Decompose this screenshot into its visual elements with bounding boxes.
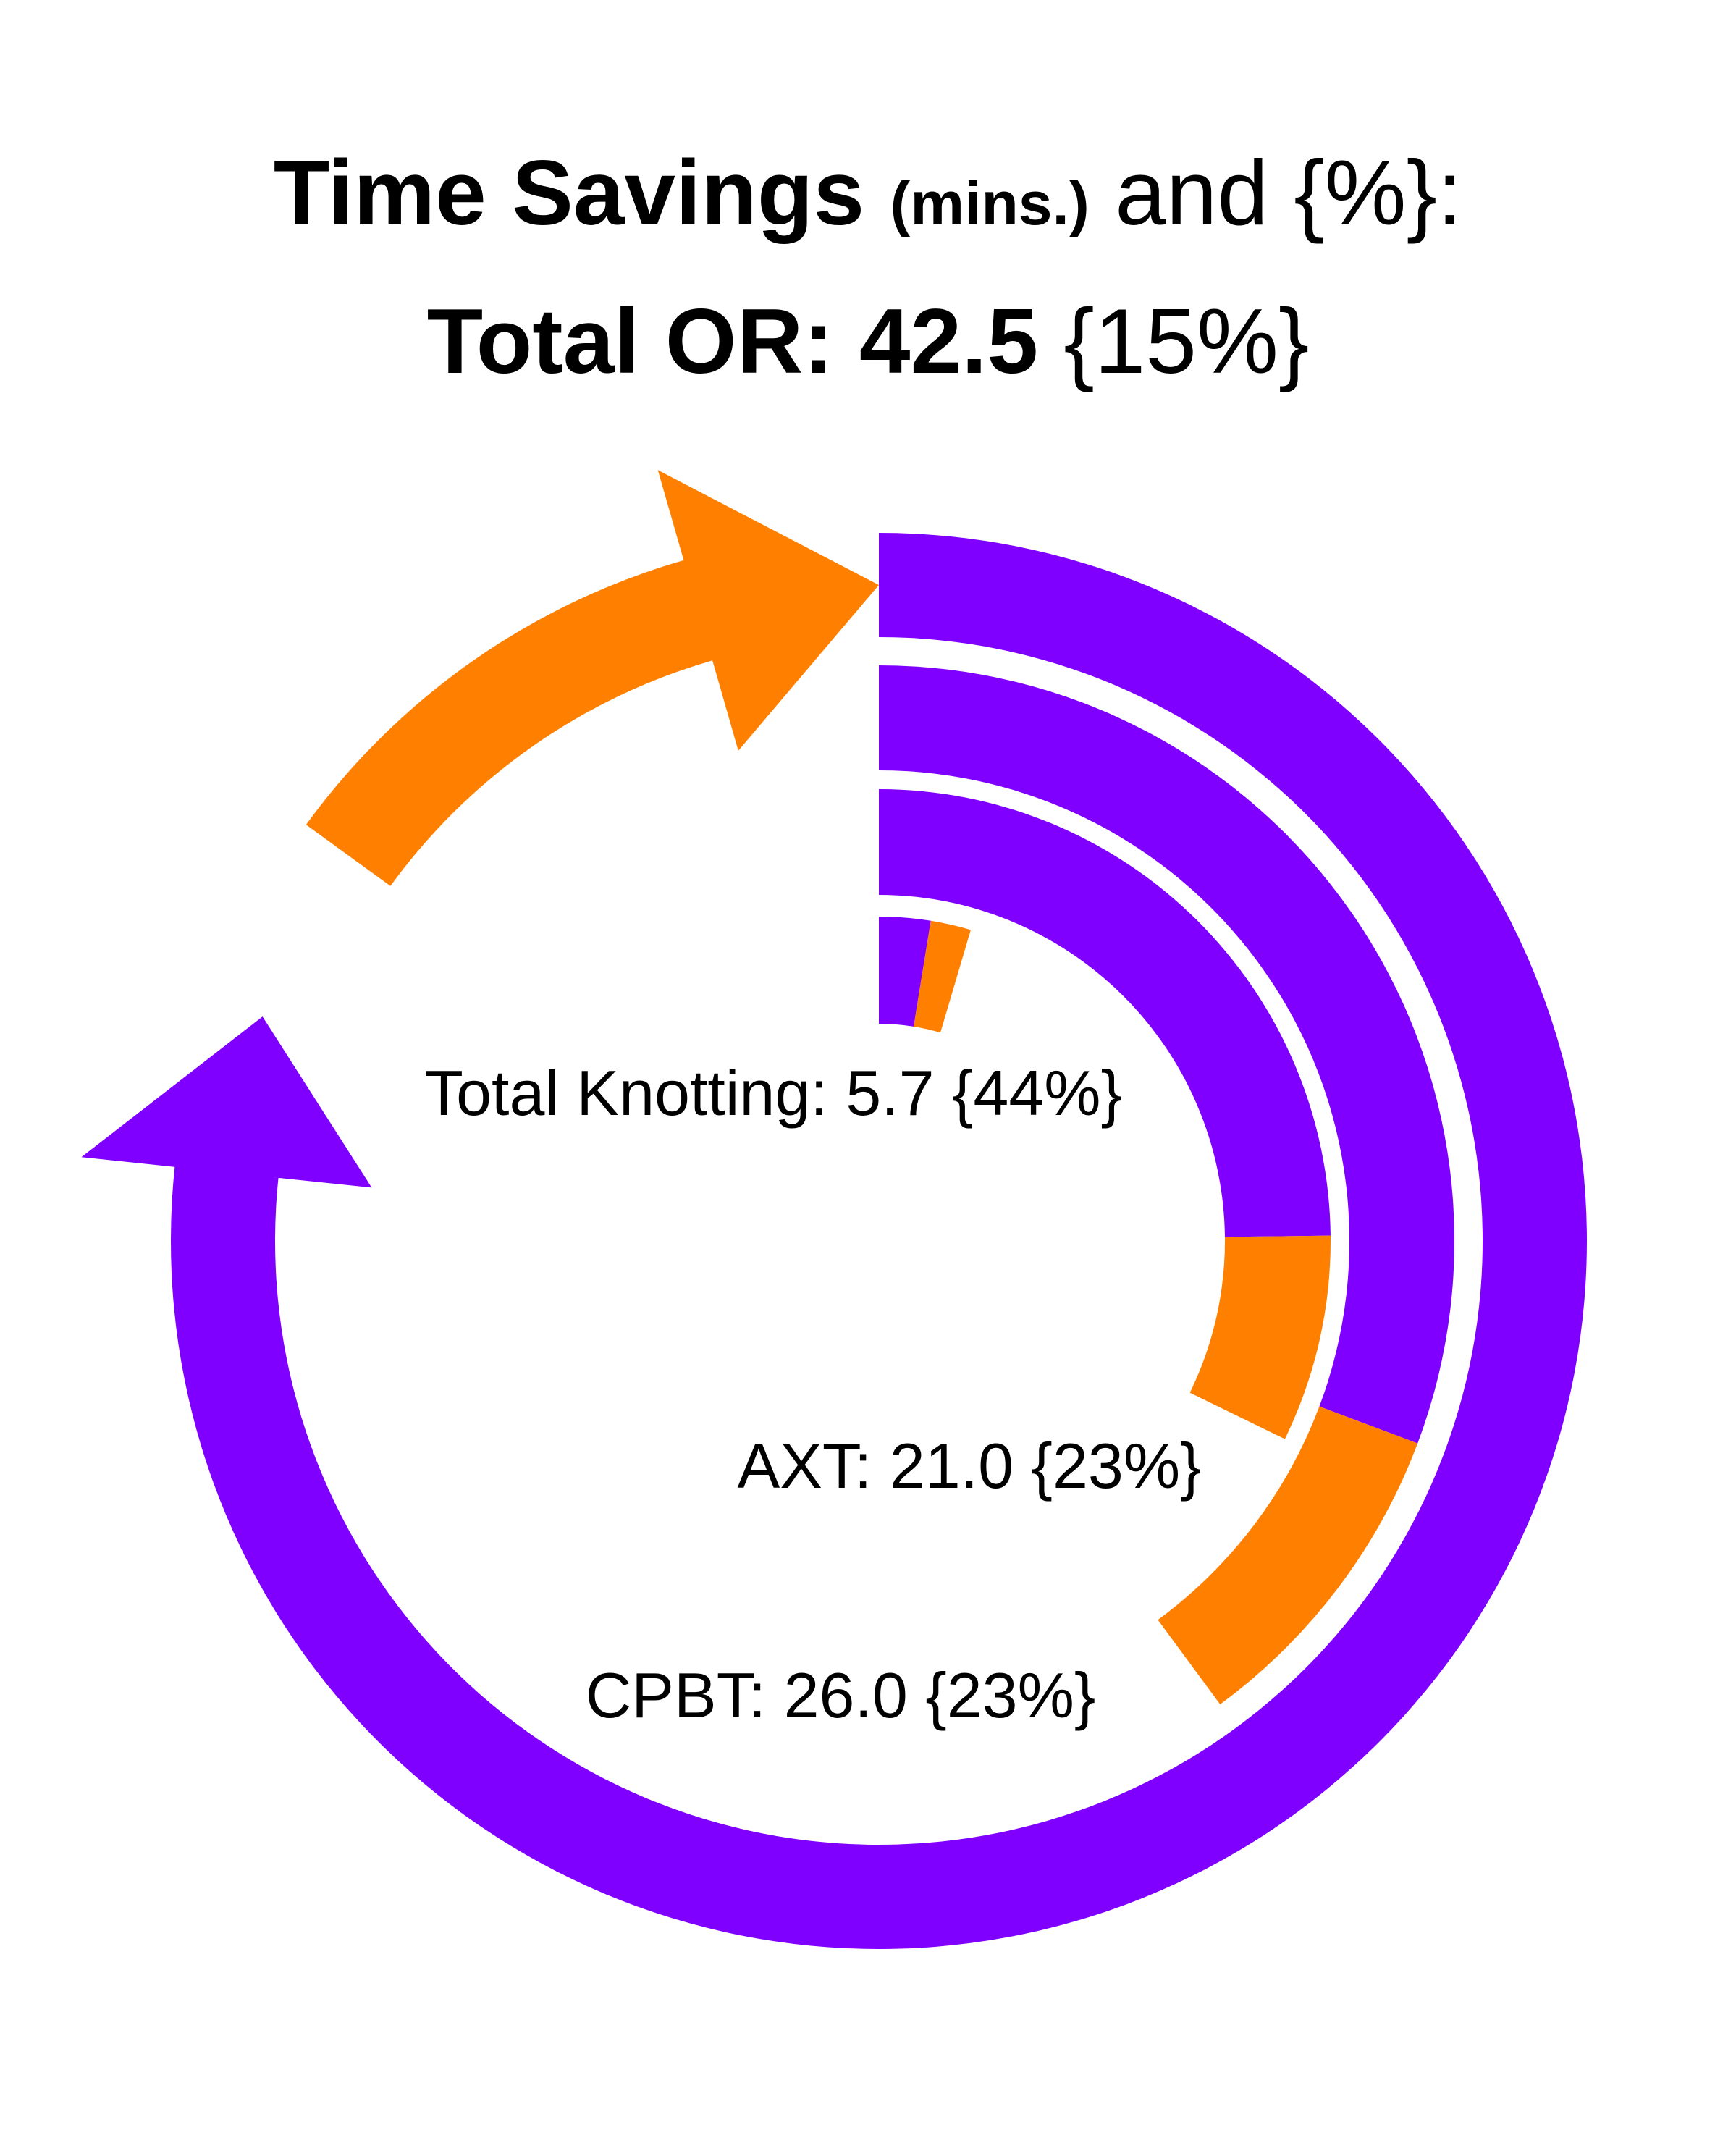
percent-label: {23%}: [1032, 1430, 1202, 1502]
value-label: 26.0: [784, 1659, 908, 1731]
category-label: Total OR:: [427, 290, 834, 392]
base-arc: [879, 665, 1454, 1444]
ring-label: Total OR: 42.5 {15%}: [427, 290, 1310, 392]
percent-label: {23%}: [925, 1659, 1095, 1731]
base-arc: [879, 789, 1331, 1237]
chart-title: Time Savings (mins.) and {%}:: [274, 141, 1463, 244]
base-arc: [879, 917, 931, 1027]
ring-label: Total Knotting: 5.7 {44%}: [424, 1057, 1122, 1129]
ring-label: AXT: 21.0 {23%}: [738, 1430, 1202, 1502]
savings-arc: [1189, 1235, 1331, 1439]
value-label: 21.0: [890, 1430, 1014, 1502]
savings-arc: [1158, 1406, 1418, 1705]
savings-arc: [306, 470, 879, 886]
title-suffix: and {%}:: [1115, 141, 1462, 244]
category-label: Total Knotting:: [424, 1057, 828, 1129]
rings: [81, 470, 1588, 1949]
savings-arc: [914, 920, 971, 1033]
percent-label: {15%}: [1063, 290, 1309, 392]
value-label: 5.7: [846, 1057, 934, 1129]
value-label: 42.5: [859, 290, 1038, 392]
percent-label: {44%}: [952, 1057, 1122, 1129]
title-main: Time Savings: [274, 141, 864, 244]
category-label: CPBT:: [586, 1659, 766, 1731]
ring-label: CPBT: 26.0 {23%}: [586, 1659, 1096, 1731]
title-unit: (mins.): [890, 169, 1089, 237]
category-label: AXT:: [738, 1430, 872, 1502]
